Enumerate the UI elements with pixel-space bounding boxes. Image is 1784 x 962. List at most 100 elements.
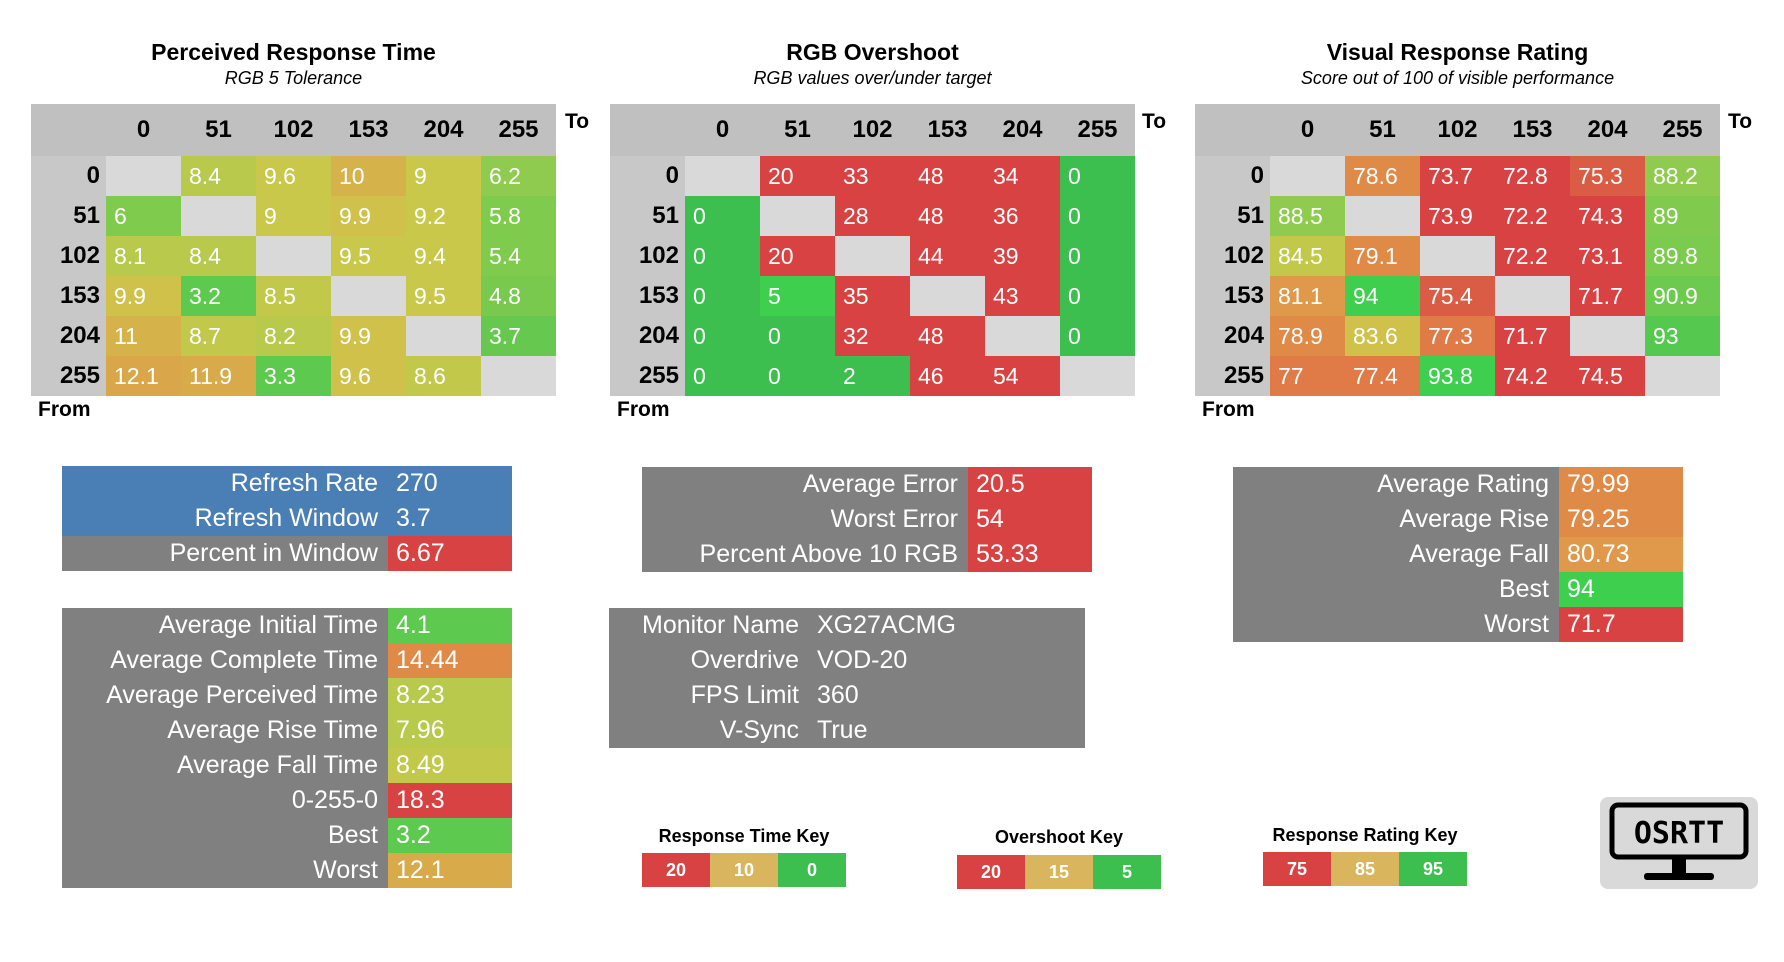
row-header: 0: [1195, 156, 1270, 196]
diagonal-cell: [1345, 196, 1420, 236]
diagonal-cell: [331, 276, 406, 316]
diagonal-cell: [106, 156, 181, 196]
heading-rating: Visual Response Rating Score out of 100 …: [1195, 38, 1720, 90]
row-header: 153: [610, 276, 685, 316]
stat-label: Average Error: [642, 467, 968, 502]
heatmap-cell: 34: [985, 156, 1060, 196]
chart-subtitle: RGB values over/under target: [753, 68, 992, 88]
refresh-panel: Refresh Rate 270 Refresh Window 3.7 Percent …: [62, 466, 512, 571]
stat-label: Average Complete Time: [62, 643, 388, 678]
stat-label: Worst Error: [642, 502, 968, 537]
diagonal-cell: [685, 156, 760, 196]
column-header: 204: [406, 104, 481, 156]
column-header: 0: [106, 104, 181, 156]
heatmap-cell: 8.4: [181, 156, 256, 196]
heatmap-cell: 9: [256, 196, 331, 236]
heatmap-cell: 0: [685, 356, 760, 396]
heatmap-cell: 48: [910, 156, 985, 196]
stat-label: Average Rise: [1233, 502, 1559, 537]
diagonal-cell: [1060, 356, 1135, 396]
heatmap-cell: 88.2: [1645, 156, 1720, 196]
heatmap-cell: 6.2: [481, 156, 556, 196]
key-swatch: 75: [1263, 852, 1331, 886]
heatmap-cell: 72.2: [1495, 236, 1570, 276]
row-header: 255: [1195, 356, 1270, 396]
heatmap-cell: 9.6: [331, 356, 406, 396]
stat-value: 8.49: [388, 748, 512, 783]
heatmap-cell: 12.1: [106, 356, 181, 396]
column-header: 102: [1420, 104, 1495, 156]
stat-label: Average Rating: [1233, 467, 1559, 502]
heatmap-cell: 8.1: [106, 236, 181, 276]
axis-from-label: From: [1202, 398, 1255, 421]
column-header: 255: [1060, 104, 1135, 156]
column-header: 255: [1645, 104, 1720, 156]
heatmap-cell: 3.2: [181, 276, 256, 316]
heatmap-cell: 8.6: [406, 356, 481, 396]
heatmap-cell: 2: [835, 356, 910, 396]
stat-label: Worst: [1233, 607, 1559, 642]
column-header: 204: [1570, 104, 1645, 156]
chart-title: Perceived Response Time: [151, 39, 436, 65]
stat-value: 6.67: [388, 536, 512, 571]
heatmap-cell: 5.4: [481, 236, 556, 276]
chart-subtitle: RGB 5 Tolerance: [224, 68, 363, 88]
corner-cell: [1195, 104, 1270, 156]
heatmap-cell: 83.6: [1345, 316, 1420, 356]
stat-label: Percent in Window: [62, 536, 388, 571]
stat-value: XG27ACMG: [809, 608, 1085, 643]
stat-value: 79.25: [1559, 502, 1683, 537]
stat-value: 7.96: [388, 713, 512, 748]
heatmap-cell: 93: [1645, 316, 1720, 356]
response-time-key: 20 10 0: [642, 853, 846, 887]
row-header: 102: [1195, 236, 1270, 276]
monitor-logo-icon: OSRTT: [1609, 802, 1749, 880]
key-swatch: 5: [1093, 855, 1161, 889]
logo-text: OSRTT: [1634, 816, 1724, 851]
row-header: 51: [31, 196, 106, 236]
heatmap-cell: 5: [760, 276, 835, 316]
overshoot-key-title: Overshoot Key: [994, 827, 1124, 847]
stat-value: 53.33: [968, 537, 1092, 572]
heatmap-cell: 54: [985, 356, 1060, 396]
heatmap-cell: 9: [406, 156, 481, 196]
diagonal-cell: [985, 316, 1060, 356]
diagonal-cell: [481, 356, 556, 396]
heading-perceived: Perceived Response Time RGB 5 Tolerance: [31, 38, 556, 90]
heatmap-cell: 8.4: [181, 236, 256, 276]
column-header: 204: [985, 104, 1060, 156]
stat-label: V-Sync: [609, 713, 809, 748]
heatmap-cell: 43: [985, 276, 1060, 316]
heatmap-cell: 9.9: [331, 196, 406, 236]
corner-cell: [610, 104, 685, 156]
stat-label: Average Fall: [1233, 537, 1559, 572]
heatmap-cell: 9.9: [331, 316, 406, 356]
axis-to-label: To: [1142, 110, 1167, 133]
heatmap-cell: 3.7: [481, 316, 556, 356]
heatmap-cell: 8.7: [181, 316, 256, 356]
heatmap-cell: 84.5: [1270, 236, 1345, 276]
heatmap-visual-response-rating: 0 51 102 153 204 255 0 78.6 73.7 72.8 75.3 88.2 51 88…: [1195, 104, 1720, 396]
stat-value: 18.3: [388, 783, 512, 818]
row-header: 255: [31, 356, 106, 396]
stat-value: 94: [1559, 572, 1683, 607]
heatmap-cell: 0: [1060, 316, 1135, 356]
key-swatch: 95: [1399, 852, 1467, 886]
stat-value: True: [809, 713, 1085, 748]
stat-label: Percent Above 10 RGB: [642, 537, 968, 572]
stat-label: Average Fall Time: [62, 748, 388, 783]
heatmap-cell: 20: [760, 236, 835, 276]
diagonal-cell: [760, 196, 835, 236]
heatmap-cell: 4.8: [481, 276, 556, 316]
row-header: 204: [31, 316, 106, 356]
stat-value: 71.7: [1559, 607, 1683, 642]
heatmap-cell: 77: [1270, 356, 1345, 396]
stat-value: 360: [809, 678, 1085, 713]
column-header: 153: [910, 104, 985, 156]
heatmap-cell: 89.8: [1645, 236, 1720, 276]
stat-label: 0-255-0: [62, 783, 388, 818]
column-header: 153: [1495, 104, 1570, 156]
heatmap-cell: 71.7: [1495, 316, 1570, 356]
heatmap-cell: 72.8: [1495, 156, 1570, 196]
heatmap-cell: 44: [910, 236, 985, 276]
